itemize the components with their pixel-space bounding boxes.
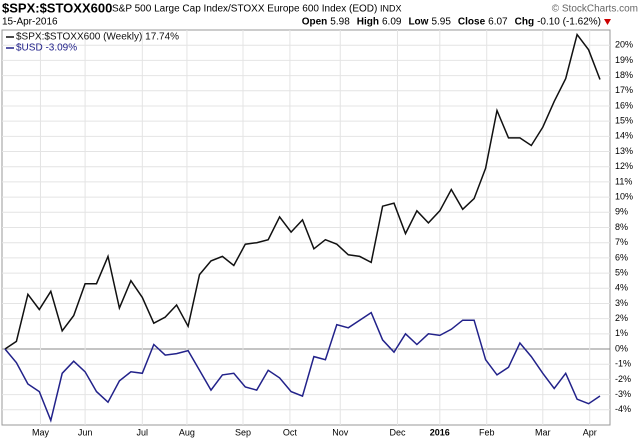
quote-value: 6.09 bbox=[382, 17, 402, 28]
y-tick-label: 3% bbox=[615, 298, 628, 308]
x-tick-label: Oct bbox=[283, 427, 298, 437]
x-tick-label: Jun bbox=[78, 427, 93, 437]
credit: © StockCharts.com bbox=[552, 4, 638, 15]
x-tick-label: Jul bbox=[137, 427, 149, 437]
y-tick-label: 20% bbox=[615, 40, 633, 50]
y-tick-label: 15% bbox=[615, 116, 633, 126]
quote-label: Open bbox=[302, 17, 328, 28]
x-tick-label: Aug bbox=[179, 427, 195, 437]
quote-value: 5.98 bbox=[330, 17, 350, 28]
y-tick-label: 4% bbox=[615, 283, 628, 293]
y-tick-label: -2% bbox=[615, 374, 631, 384]
y-tick-label: -3% bbox=[615, 389, 631, 399]
y-tick-label: 2% bbox=[615, 313, 628, 323]
quote-value: 6.07 bbox=[488, 17, 508, 28]
y-tick-label: 7% bbox=[615, 237, 628, 247]
quote-value: 5.95 bbox=[431, 17, 451, 28]
x-tick-label: Nov bbox=[332, 427, 349, 437]
chart-title: $SPX:$STOXX600 bbox=[2, 0, 112, 15]
quote-label: Chg bbox=[515, 17, 534, 28]
series-line bbox=[4, 32, 601, 350]
x-tick-label: May bbox=[32, 427, 50, 437]
exchange: INDX bbox=[380, 3, 402, 13]
y-tick-label: -4% bbox=[615, 404, 631, 414]
x-tick-label: Apr bbox=[583, 427, 597, 437]
quote-label: High bbox=[357, 17, 379, 28]
legend-label: $USD -3.09% bbox=[16, 43, 77, 54]
x-tick-label: Sep bbox=[235, 427, 251, 437]
quote-value: -0.10 (-1.62%) bbox=[537, 17, 601, 28]
quote-label: Low bbox=[408, 17, 428, 28]
y-tick-label: 1% bbox=[615, 328, 628, 338]
y-tick-label: 10% bbox=[615, 191, 633, 201]
y-tick-label: 6% bbox=[615, 252, 628, 262]
y-tick-label: 8% bbox=[615, 222, 628, 232]
y-tick-label: 13% bbox=[615, 146, 633, 156]
quote-label: Close bbox=[458, 17, 486, 28]
y-tick-label: 5% bbox=[615, 267, 628, 277]
y-tick-label: 12% bbox=[615, 161, 633, 171]
y-tick-label: 14% bbox=[615, 131, 633, 141]
date: 15-Apr-2016 bbox=[2, 17, 58, 28]
down-arrow bbox=[604, 19, 611, 25]
x-tick-label: Dec bbox=[389, 427, 406, 437]
y-tick-label: 17% bbox=[615, 85, 633, 95]
legend-label: $SPX:$STOXX600 (Weekly) 17.74% bbox=[16, 32, 179, 43]
x-tick-label: Mar bbox=[535, 427, 551, 437]
y-tick-label: 9% bbox=[615, 207, 628, 217]
y-tick-label: -1% bbox=[615, 359, 631, 369]
x-tick-label: Feb bbox=[479, 427, 495, 437]
y-tick-label: 0% bbox=[615, 343, 628, 353]
y-tick-label: 19% bbox=[615, 55, 633, 65]
series-line bbox=[4, 311, 601, 423]
y-tick-label: 11% bbox=[615, 176, 632, 186]
y-tick-label: 16% bbox=[615, 100, 633, 110]
y-tick-label: 18% bbox=[615, 70, 633, 80]
x-tick-label: 2016 bbox=[430, 427, 450, 437]
chart-subtitle: S&P 500 Large Cap Index/STOXX Europe 600… bbox=[112, 4, 377, 15]
